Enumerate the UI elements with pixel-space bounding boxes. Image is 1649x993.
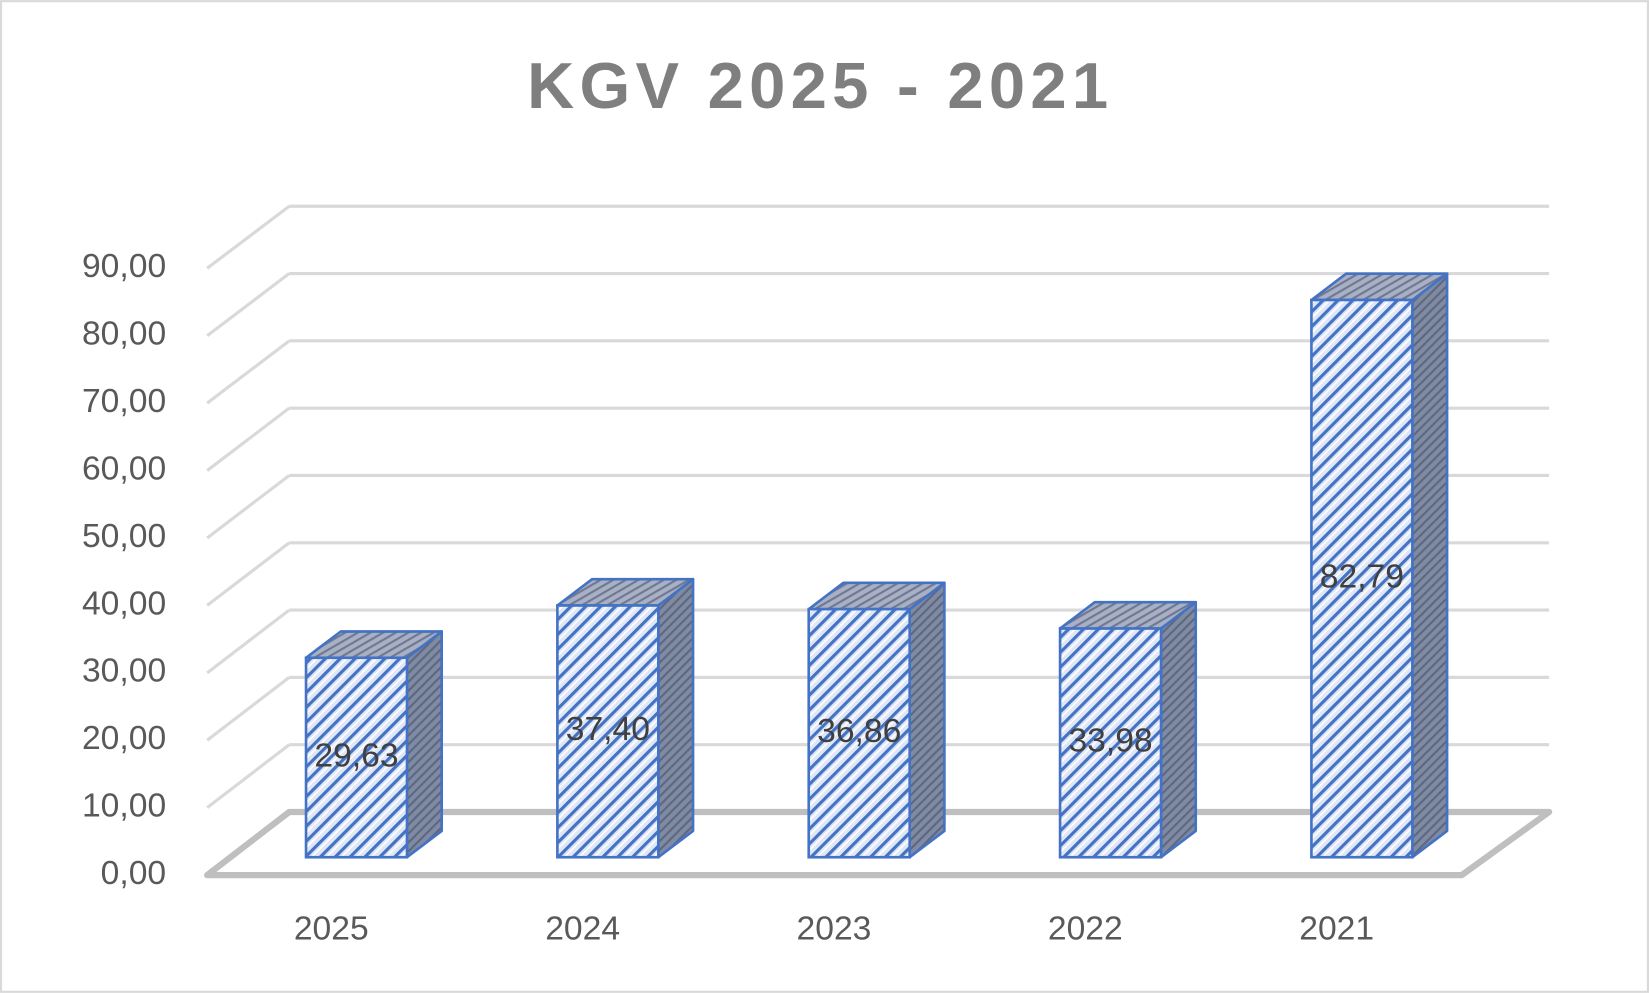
bar-side [1159, 600, 1198, 859]
x-tick-label: 2024 [545, 911, 620, 948]
grid-line-side [206, 541, 291, 607]
y-tick-label: 60,00 [82, 450, 166, 487]
bar [807, 607, 911, 859]
grid-line-side [206, 676, 291, 742]
y-tick-label: 20,00 [82, 720, 166, 757]
y-tick-label: 50,00 [82, 518, 166, 555]
y-tick-label: 80,00 [82, 316, 166, 353]
data-label: 33,98 [1068, 723, 1152, 760]
y-tick-label: 70,00 [82, 383, 166, 420]
bar [556, 604, 660, 859]
grid-line-side [206, 474, 291, 540]
grid-line-side [206, 608, 291, 675]
y-tick-label: 90,00 [82, 248, 166, 285]
y-tick-label: 0,00 [101, 855, 166, 892]
x-tick-label: 2021 [1299, 911, 1374, 948]
data-label: 37,40 [566, 711, 650, 748]
data-label: 36,86 [817, 713, 901, 750]
chart-title: KGV 2025 - 2021 [527, 49, 1113, 122]
grid-line-side [206, 204, 291, 270]
y-tick-label: 10,00 [82, 788, 166, 825]
bar [304, 656, 409, 859]
bar-side [1411, 272, 1449, 859]
bars: 2025 29,63 2024 37,40 2023 36,86 2022 33,98 2021… [294, 272, 1449, 948]
grid-line-side [206, 406, 291, 472]
y-tick-label: 40,00 [82, 585, 166, 622]
grid-line-side [206, 339, 291, 405]
bar [1058, 627, 1163, 859]
bar-side [908, 581, 946, 859]
bar-side [405, 630, 444, 859]
grid-line-side [206, 743, 291, 809]
bar [1310, 298, 1414, 859]
data-label: 82,79 [1320, 558, 1404, 595]
y-tick-label: 30,00 [82, 653, 166, 690]
x-tick-label: 2023 [797, 911, 872, 948]
bar-side [657, 577, 695, 859]
x-tick-label: 2022 [1048, 911, 1123, 948]
x-tick-label: 2025 [294, 911, 369, 948]
grid-line-side [206, 272, 291, 337]
data-label: 29,63 [314, 737, 398, 774]
